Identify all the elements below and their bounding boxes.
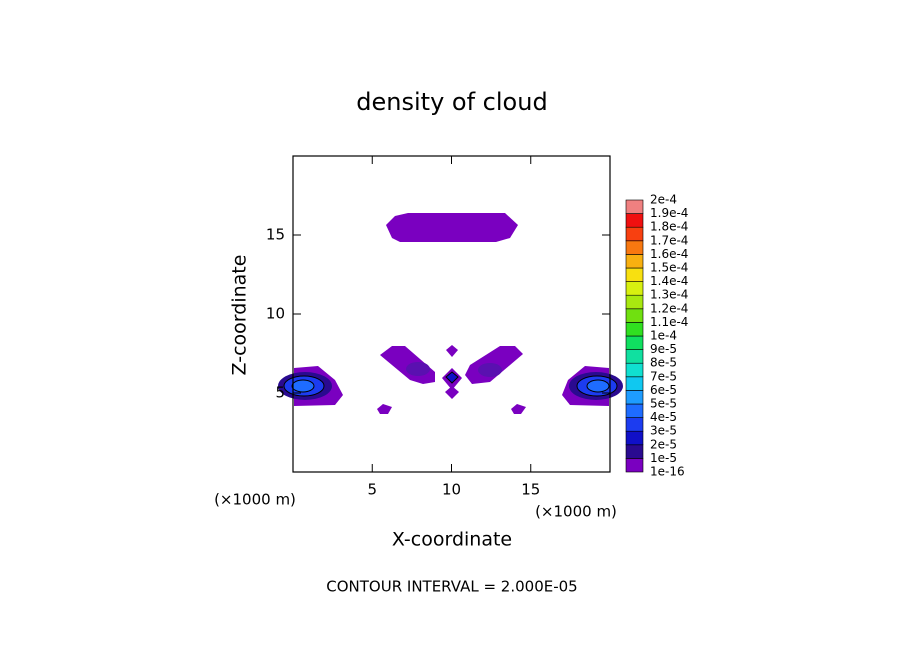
colorbar-box (625, 335, 644, 350)
colorbar-label: 2e-5 (650, 437, 677, 451)
colorbar-box (625, 417, 644, 432)
colorbar-label: 5e-5 (650, 397, 677, 411)
colorbar-label: 1.6e-4 (650, 247, 688, 261)
chart-title: density of cloud (356, 88, 547, 116)
y-tick-label: 10 (266, 305, 285, 323)
colorbar-box (625, 458, 644, 473)
colorbar-label: 8e-5 (650, 356, 677, 370)
colorbar-box (625, 362, 644, 378)
colorbar-label: 1.8e-4 (650, 220, 688, 234)
colorbar-box (625, 281, 644, 296)
colorbar-label: 1.4e-4 (650, 274, 688, 288)
colorbar-label: 9e-5 (650, 342, 677, 356)
colorbar-label: 1e-5 (650, 451, 677, 465)
x-unit: (×1000 m) (535, 503, 617, 521)
colorbar-box (625, 254, 644, 269)
colorbar-box (625, 308, 644, 323)
colorbar-box (625, 322, 644, 337)
colorbar-box (625, 349, 644, 364)
colorbar-box (625, 294, 644, 310)
colorbar-label: 1.3e-4 (650, 288, 688, 302)
colorbar-label: 1.9e-4 (650, 206, 688, 220)
colorbar-label: 1e-16 (650, 465, 685, 479)
colorbar-label: 2e-4 (650, 193, 677, 207)
x-tick-label: 5 (367, 481, 377, 499)
colorbar-label: 6e-5 (650, 383, 677, 397)
footer: CONTOUR INTERVAL = 2.000E-05 (326, 578, 577, 596)
colorbar-label: 4e-5 (650, 410, 677, 424)
colorbar-box (625, 267, 644, 282)
colorbar-box (625, 240, 644, 255)
colorbar-box (625, 390, 644, 405)
colorbar-label: 3e-5 (650, 424, 677, 438)
colorbar-label: 1.5e-4 (650, 261, 688, 275)
y-tick-label: 5 (275, 384, 285, 402)
colorbar-box (625, 430, 644, 446)
colorbar-label: 1.7e-4 (650, 233, 688, 247)
x-tick-label: 10 (442, 481, 461, 499)
plot-frame (292, 155, 611, 473)
colorbar-box (625, 226, 644, 242)
colorbar-box (625, 213, 644, 228)
colorbar-label: 1e-4 (650, 329, 677, 343)
colorbar-box (625, 376, 644, 391)
colorbar-box (625, 444, 644, 459)
y-tick-label: 15 (266, 226, 285, 244)
colorbar-label: 1.2e-4 (650, 301, 688, 315)
x-tick-label: 15 (521, 481, 540, 499)
x-axis-label: X-coordinate (392, 529, 512, 551)
y-axis-label: Z-coordinate (229, 255, 251, 376)
colorbar-label: 1.1e-4 (650, 315, 688, 329)
y-unit: (×1000 m) (214, 491, 296, 509)
colorbar-box (625, 403, 644, 418)
colorbar-box (625, 199, 644, 214)
contour-field (278, 213, 623, 414)
colorbar-label: 7e-5 (650, 369, 677, 383)
